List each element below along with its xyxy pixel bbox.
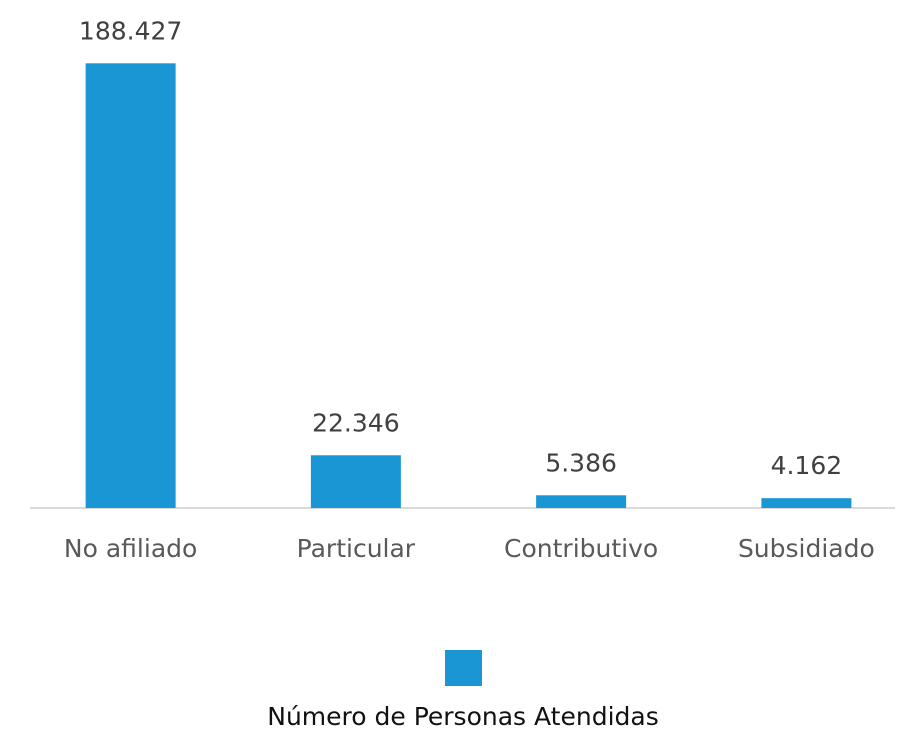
- legend-swatch: [445, 650, 482, 686]
- value-label: 188.427: [79, 16, 182, 45]
- x-tick-label: Contributivo: [504, 534, 658, 563]
- bar: [310, 455, 401, 508]
- x-tick-label: Particular: [297, 534, 416, 563]
- bar: [536, 495, 627, 508]
- value-label: 22.346: [312, 408, 399, 437]
- bar: [761, 498, 852, 508]
- value-label: 5.386: [545, 448, 617, 477]
- x-tick-label: No afiliado: [64, 534, 197, 563]
- value-label: 4.162: [771, 451, 843, 480]
- x-tick-label: Subsidiado: [738, 534, 875, 563]
- legend-label: Número de Personas Atendidas: [267, 702, 658, 731]
- bar: [85, 63, 176, 508]
